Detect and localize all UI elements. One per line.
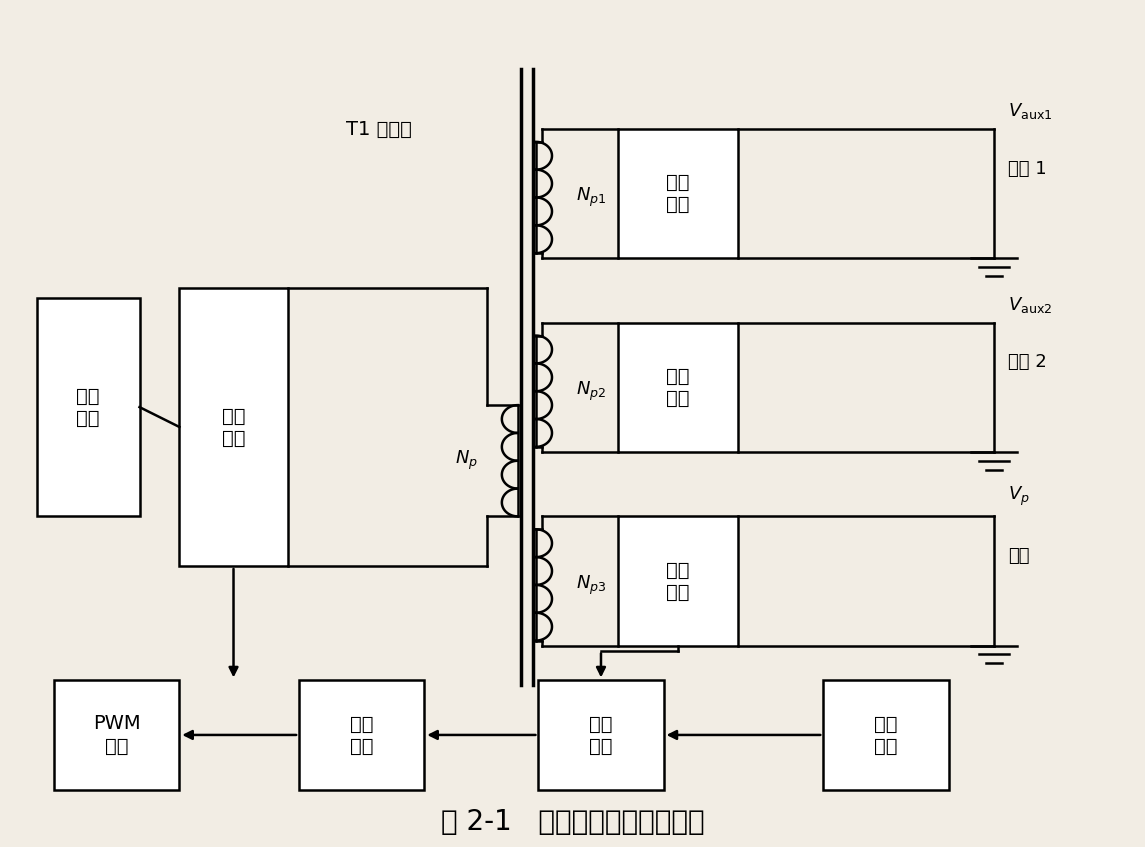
Text: $N_{p3}$: $N_{p3}$	[576, 573, 606, 596]
Text: 基准
电压: 基准 电压	[874, 714, 898, 756]
FancyBboxPatch shape	[618, 517, 737, 645]
Text: 隔离
反馈: 隔离 反馈	[350, 714, 373, 756]
Text: $N_{p2}$: $N_{p2}$	[576, 379, 606, 403]
Text: 整流
滤波: 整流 滤波	[666, 367, 689, 407]
FancyBboxPatch shape	[37, 298, 140, 517]
FancyBboxPatch shape	[618, 129, 737, 258]
FancyBboxPatch shape	[54, 680, 180, 789]
Text: 整流
滤波: 整流 滤波	[666, 173, 689, 214]
Text: PWM
控制: PWM 控制	[93, 714, 141, 756]
Text: $N_p$: $N_p$	[455, 449, 477, 473]
Text: 输入
滤波: 输入 滤波	[77, 386, 100, 428]
FancyBboxPatch shape	[299, 680, 425, 789]
Text: $V_{\mathrm{aux1}}$: $V_{\mathrm{aux1}}$	[1008, 101, 1052, 121]
Text: 图 2-1   多路输出开关电源框图: 图 2-1 多路输出开关电源框图	[441, 808, 704, 836]
Text: 辅路 1: 辅路 1	[1008, 160, 1047, 178]
FancyBboxPatch shape	[618, 323, 737, 451]
Text: 采样
比较: 采样 比较	[590, 714, 613, 756]
Text: $V_{\mathrm{aux2}}$: $V_{\mathrm{aux2}}$	[1008, 295, 1052, 315]
Text: 整流
滤波: 整流 滤波	[666, 561, 689, 601]
FancyBboxPatch shape	[180, 288, 287, 566]
Text: $V_p$: $V_p$	[1008, 485, 1029, 508]
Text: T1 变压器: T1 变压器	[346, 119, 412, 138]
Text: 辅路 2: 辅路 2	[1008, 353, 1047, 371]
FancyBboxPatch shape	[823, 680, 948, 789]
Text: $N_{p1}$: $N_{p1}$	[576, 185, 606, 209]
FancyBboxPatch shape	[538, 680, 664, 789]
Text: 主路: 主路	[1008, 547, 1029, 565]
Text: 功率
变换: 功率 变换	[222, 407, 245, 447]
